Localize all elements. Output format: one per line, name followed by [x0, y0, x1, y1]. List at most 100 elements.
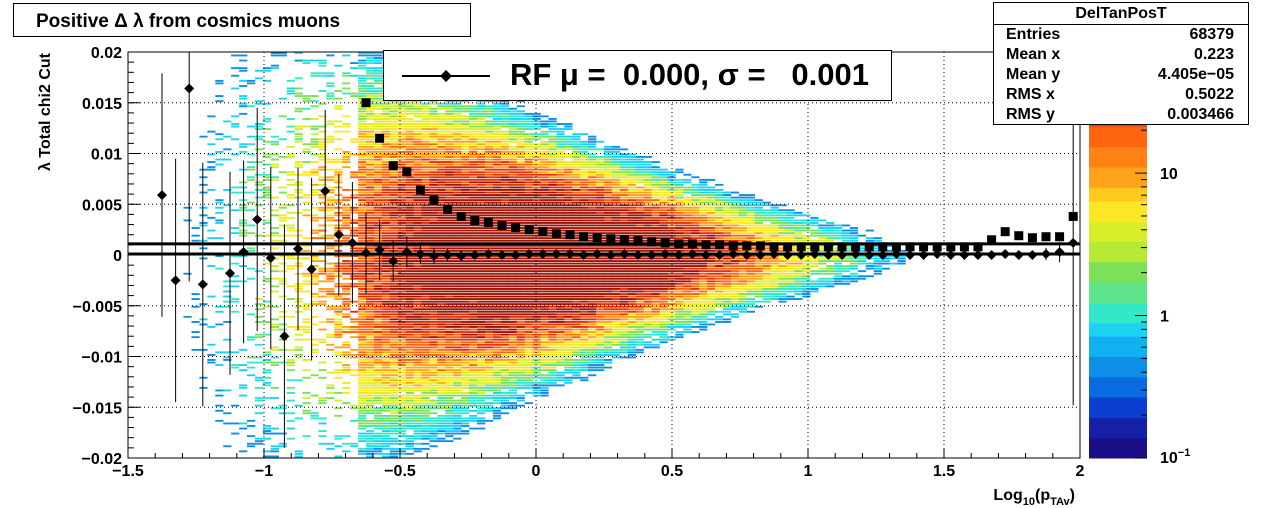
heatmap-cell [548, 333, 557, 336]
heatmap-cell [405, 305, 414, 308]
heatmap-cell [413, 384, 422, 387]
heatmap-cell [532, 178, 541, 181]
heatmap-cell [604, 338, 613, 341]
heatmap-cell [366, 351, 375, 354]
heatmap-cell [302, 62, 311, 64]
heatmap-cell [556, 260, 565, 262]
heatmap-cell [437, 404, 446, 407]
heatmap-cell [437, 158, 446, 161]
heatmap-cell [302, 171, 311, 174]
heatmap-cell [508, 318, 517, 321]
heatmap-cell [405, 435, 414, 438]
heatmap-cell [358, 425, 367, 427]
heatmap-cell [342, 331, 351, 333]
heatmap-cell [445, 148, 454, 151]
heatmap-cell [492, 262, 502, 265]
heatmap-cell [191, 239, 200, 242]
heatmap-cell [469, 178, 478, 181]
heatmap-cell [548, 244, 557, 247]
heatmap-cell [524, 376, 533, 379]
heatmap-cell [540, 148, 549, 151]
heatmap-cell [508, 374, 517, 377]
heatmap-cell [477, 318, 486, 321]
heatmap-cell [492, 234, 502, 237]
heatmap-cell [413, 211, 422, 214]
heatmap-cell [373, 308, 383, 311]
heatmap-cell [477, 280, 486, 283]
heatmap-cell [350, 74, 359, 77]
heatmap-cell [397, 300, 406, 303]
heatmap-cell [215, 404, 224, 407]
heatmap-cell [477, 402, 486, 405]
heatmap-cell [389, 120, 398, 123]
heatmap-cell [453, 336, 462, 339]
heatmap-cell [532, 277, 541, 280]
heatmap-cell [207, 354, 216, 356]
heatmap-cell [461, 361, 470, 364]
heatmap-cell [429, 161, 438, 163]
heatmap-cell [247, 105, 256, 108]
heatmap-cell [492, 277, 502, 280]
heatmap-cell [397, 166, 406, 169]
heatmap-cell [421, 275, 430, 278]
heatmap-cell [223, 359, 232, 361]
heatmap-cell [588, 163, 597, 166]
heatmap-cell [611, 356, 621, 359]
heatmap-cell [310, 59, 319, 62]
heatmap-cell [366, 87, 375, 90]
heatmap-cell [191, 234, 200, 237]
heatmap-cell [588, 249, 597, 252]
heatmap-cell [413, 280, 422, 283]
heatmap-cell [310, 145, 319, 148]
heatmap-cell [532, 148, 541, 151]
heatmap-cell [469, 156, 478, 158]
heatmap-cell [358, 173, 367, 176]
heatmap-cell [469, 118, 478, 120]
heatmap-cell [524, 354, 533, 356]
heatmap-cell [572, 323, 581, 326]
heatmap-cell [588, 173, 597, 176]
heatmap-cell [350, 285, 359, 288]
heatmap-cell [358, 158, 367, 161]
heatmap-cell [469, 237, 478, 240]
heatmap-cell [532, 376, 541, 379]
heatmap-cell [500, 204, 510, 207]
heatmap-cell [334, 305, 343, 308]
heatmap-cell [358, 168, 367, 171]
heatmap-cell [485, 257, 494, 260]
heatmap-cell [421, 257, 430, 260]
heatmap-cell [381, 191, 391, 194]
heatmap-cell [532, 338, 541, 341]
heatmap-cell [262, 102, 272, 105]
heatmap-cell [453, 425, 462, 427]
heatmap-cell [477, 399, 486, 402]
heatmap-cell [342, 216, 351, 219]
heatmap-cell [588, 343, 597, 346]
heatmap-cell [373, 331, 383, 333]
heatmap-cell [469, 414, 478, 417]
heatmap-cell [381, 204, 391, 207]
heatmap-cell [485, 272, 494, 275]
heatmap-cell [445, 285, 454, 288]
heatmap-cell [437, 275, 446, 278]
heatmap-cell [469, 232, 478, 235]
heatmap-cell [366, 348, 375, 351]
heatmap-cell [358, 64, 367, 67]
heatmap-cell [437, 214, 446, 217]
heatmap-cell [405, 194, 414, 196]
heatmap-cell [302, 118, 311, 120]
heatmap-cell [596, 298, 605, 300]
heatmap-cell [532, 356, 541, 359]
heatmap-cell [596, 315, 605, 318]
heatmap-cell [191, 348, 200, 351]
heatmap-cell [373, 161, 383, 163]
heatmap-cell [342, 351, 351, 354]
heatmap-cell [580, 331, 589, 333]
heatmap-cell [540, 186, 549, 189]
heatmap-cell [445, 272, 454, 275]
heatmap-cell [588, 313, 597, 316]
heatmap-cell [580, 272, 589, 275]
heatmap-cell [508, 107, 517, 110]
heatmap-cell [405, 303, 414, 306]
heatmap-cell [564, 323, 573, 326]
